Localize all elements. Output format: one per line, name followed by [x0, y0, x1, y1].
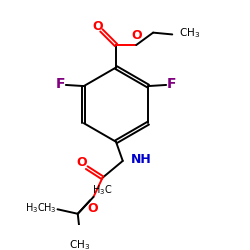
Text: H$_3$C: H$_3$C: [92, 183, 113, 197]
Text: O: O: [76, 156, 87, 169]
Text: H$_3$: H$_3$: [43, 201, 56, 215]
Text: O: O: [87, 202, 98, 215]
Text: H$_3$C: H$_3$C: [26, 201, 46, 215]
Text: F: F: [166, 77, 176, 91]
Text: CH$_3$: CH$_3$: [70, 238, 90, 250]
Text: CH$_3$: CH$_3$: [178, 26, 200, 40]
Text: F: F: [56, 77, 66, 91]
Text: O: O: [92, 20, 103, 33]
Text: O: O: [132, 29, 142, 42]
Text: NH: NH: [131, 153, 152, 166]
